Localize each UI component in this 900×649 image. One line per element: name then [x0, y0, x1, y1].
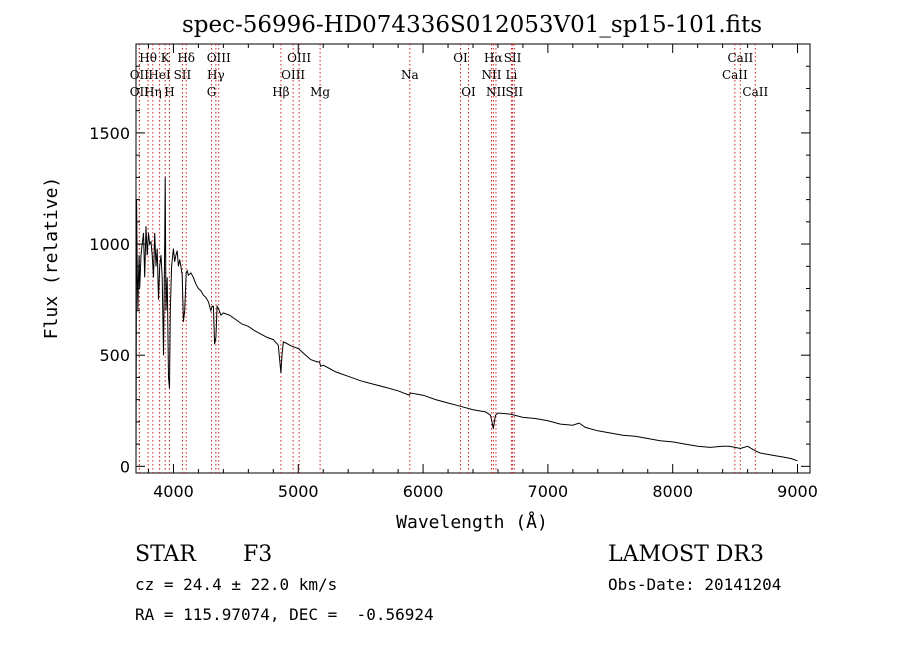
y-axis-label: Flux (relative): [41, 177, 62, 340]
obs-date: Obs-Date: 20141204: [608, 575, 781, 594]
line-label-sii: SII: [505, 85, 523, 99]
line-label-na: Na: [401, 68, 419, 82]
ra-dec: RA = 115.97074, DEC = -0.56924: [135, 605, 434, 624]
plot-area-frame: [135, 43, 811, 474]
spectral-class: STAR: [135, 542, 197, 567]
line-label-oiii: OIII: [287, 51, 311, 65]
line-label-oiii: OIII: [281, 68, 305, 82]
line-label-nii: NII: [481, 68, 501, 82]
line-label-oiii: OIII: [207, 51, 231, 65]
line-label-caii: CaII: [722, 68, 748, 82]
y-tick-label: 500: [99, 346, 130, 365]
emission-line-markers: [138, 44, 756, 473]
line-label-sii: SII: [504, 51, 522, 65]
line-label-hθ: Hθ: [139, 51, 157, 65]
x-tick-label: 6000: [403, 482, 444, 501]
line-label-mg: Mg: [310, 85, 330, 99]
line-label-hη: Hη: [144, 85, 162, 99]
y-tick-label: 0: [120, 457, 130, 476]
line-label-caii: CaII: [727, 51, 753, 65]
line-label-hα: Hα: [484, 51, 503, 65]
line-label-oii: OII: [130, 68, 150, 82]
x-tick-label: 5000: [278, 482, 319, 501]
chart-title: spec-56996-HD074336S012053V01_sp15-101.f…: [182, 12, 762, 38]
x-tick-label: 4000: [153, 482, 194, 501]
spectrum-line: [135, 177, 798, 467]
line-label-caii: CaII: [742, 85, 768, 99]
x-tick-label: 8000: [652, 482, 693, 501]
line-label-oi: OI: [461, 85, 476, 99]
line-label-nii: NII: [486, 85, 506, 99]
y-axis: 0 500 1000 1500: [89, 65, 810, 476]
redshift-cz: cz = 24.4 ± 22.0 km/s: [135, 575, 337, 594]
line-label-k: K: [161, 51, 171, 65]
line-label-g: G: [207, 85, 217, 99]
line-label-hβ: Hβ: [272, 85, 289, 99]
line-label-hδ: Hδ: [177, 51, 195, 65]
y-tick-label: 1500: [89, 124, 130, 143]
line-label-hei: HeI: [148, 68, 171, 82]
line-label-li: Li: [506, 68, 518, 82]
survey-name: LAMOST DR3: [608, 542, 764, 567]
line-label-oii: OII: [130, 85, 150, 99]
line-label-oi: OI: [453, 51, 468, 65]
line-label-sii: SII: [174, 68, 192, 82]
x-axis-label: Wavelength (Å): [396, 511, 548, 533]
line-label-hγ: Hγ: [207, 68, 225, 82]
x-tick-label: 9000: [777, 482, 818, 501]
y-tick-label: 1000: [89, 235, 130, 254]
x-tick-label: 7000: [528, 482, 569, 501]
spectral-subclass: F3: [243, 542, 272, 567]
line-label-h: H: [164, 85, 174, 99]
x-axis: 4000 5000 6000 7000 8000 9000: [147, 44, 818, 501]
